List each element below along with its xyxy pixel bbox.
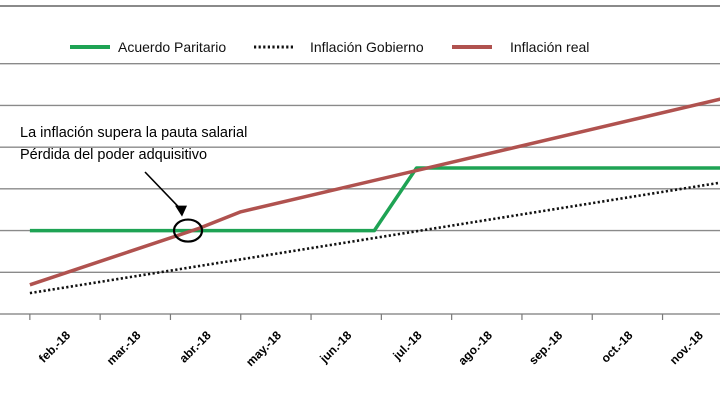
legend-label-inflacion-real: Inflación real	[510, 39, 589, 55]
annotation-line-1: La inflación supera la pauta salarial	[20, 125, 247, 141]
x-tick-label-abr18: abr.-18	[176, 328, 213, 365]
legend: Acuerdo Paritario Inflación Gobierno Infla…	[70, 39, 589, 55]
x-axis: feb.-18 mar.-18 abr.-18 may.-18 jun.-18 jul.-…	[0, 313, 720, 369]
x-tick-label-oct18: oct.-18	[598, 328, 635, 365]
annotation-circle	[172, 218, 204, 243]
annotation-line-2: Pérdida del poder adquisitivo	[20, 147, 207, 163]
x-tick-label-may18: may.-18	[243, 328, 284, 369]
annotation-arrow	[144, 171, 183, 212]
x-tick-label-sep18: sep.-18	[526, 328, 565, 367]
x-tick-label-nov18: nov.-18	[667, 328, 706, 367]
series-lines	[29, 97, 720, 295]
x-tick-label-mar18: mar.-18	[104, 328, 144, 368]
annotation-arrowhead	[175, 205, 188, 217]
x-tick-label-jul18: jul.-18	[389, 328, 424, 363]
x-tick-label-feb18: feb.-18	[36, 328, 73, 365]
x-tick-label-jun18: jun.-18	[316, 328, 354, 366]
legend-label-inflacion-gobierno: Inflación Gobierno	[310, 39, 424, 55]
annotation: La inflación supera la pauta salarial Pér…	[20, 125, 247, 243]
series-inflacion-gobierno	[29, 181, 720, 295]
series-inflacion-real	[29, 97, 720, 287]
legend-label-acuerdo-paritario: Acuerdo Paritario	[118, 39, 226, 55]
x-tick-label-ago18: ago.-18	[455, 328, 495, 368]
